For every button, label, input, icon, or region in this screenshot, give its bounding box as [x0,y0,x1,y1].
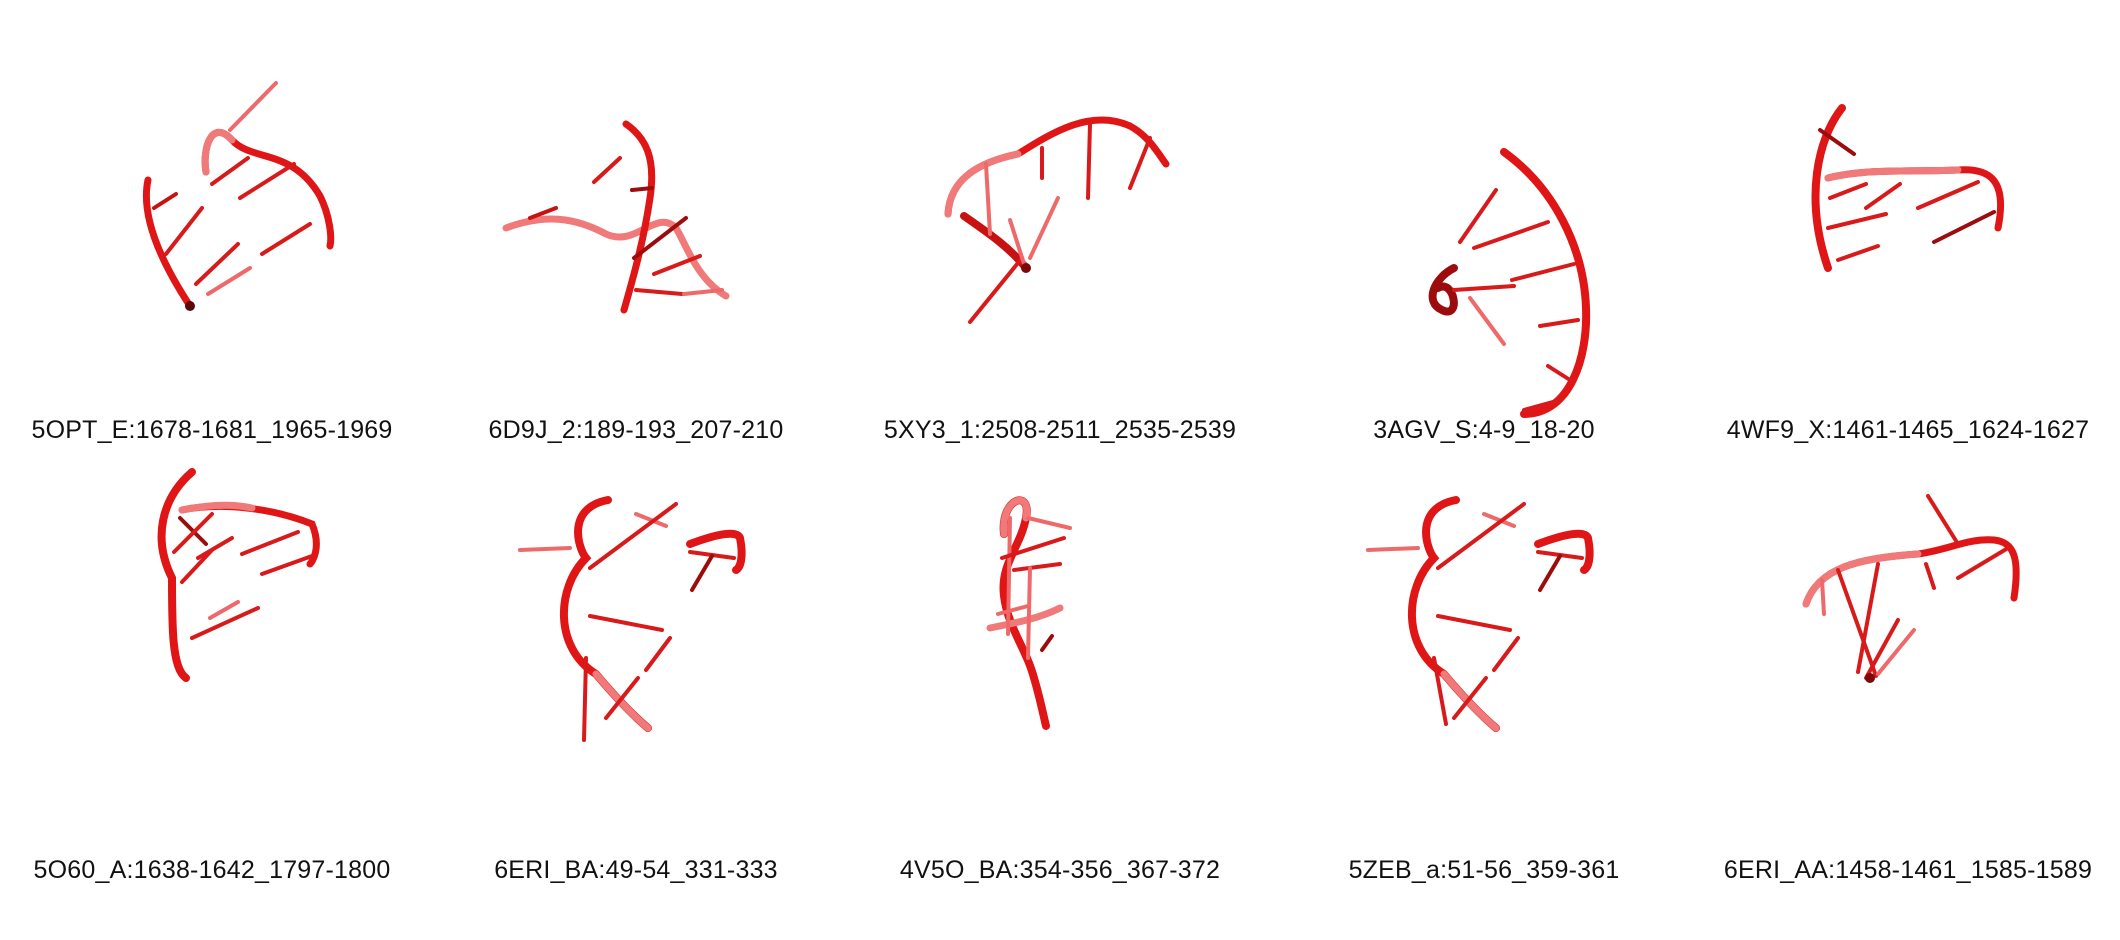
structure-label: 4V5O_BA:354-356_367-372 [899,856,1221,884]
rna-structure-image [1366,496,1594,732]
rna-structure-image [157,468,320,682]
rna-structure-image [142,81,335,311]
panel-5: 4WF9_X:1461-1465_1624-1627 [1696,0,2120,444]
structure-label: 4WF9_X:1461-1465_1624-1627 [1726,416,2090,444]
rna-structure-image [518,496,746,742]
panel-10: 6ERI_AA:1458-1461_1585-1589 [1696,440,2120,884]
structure-label: 5XY3_1:2508-2511_2535-2539 [883,416,1237,444]
structure-label: 5O60_A:1638-1642_1797-1800 [33,856,391,884]
panel-8: 4V5O_BA:354-356_367-372 [848,440,1272,884]
rna-structure-image [944,116,1170,324]
panel-6: 5O60_A:1638-1642_1797-1800 [0,440,424,884]
panel-9: 5ZEB_a:51-56_359-361 [1272,440,1696,884]
rna-structure-image [1428,148,1591,418]
structure-label: 5OPT_E:1678-1681_1965-1969 [31,416,393,444]
rna-structure-image [502,120,730,314]
structure-label: 6ERI_BA:49-54_331-333 [494,856,778,884]
structure-label: 6ERI_AA:1458-1461_1585-1589 [1723,856,2093,884]
structure-label: 3AGV_S:4-9_18-20 [1373,416,1595,444]
structure-label: 6D9J_2:189-193_207-210 [488,416,784,444]
panel-3: 5XY3_1:2508-2511_2535-2539 [848,0,1272,444]
rna-structure-image [1802,494,2020,683]
panel-2: 6D9J_2:189-193_207-210 [424,0,848,444]
panel-7: 6ERI_BA:49-54_331-333 [424,440,848,884]
panel-1: 5OPT_E:1678-1681_1965-1969 [0,0,424,444]
panel-4: 3AGV_S:4-9_18-20 [1272,0,1696,444]
rna-structure-image [1811,104,2005,272]
rna-structure-image [986,496,1072,730]
structure-label: 5ZEB_a:51-56_359-361 [1348,856,1620,884]
